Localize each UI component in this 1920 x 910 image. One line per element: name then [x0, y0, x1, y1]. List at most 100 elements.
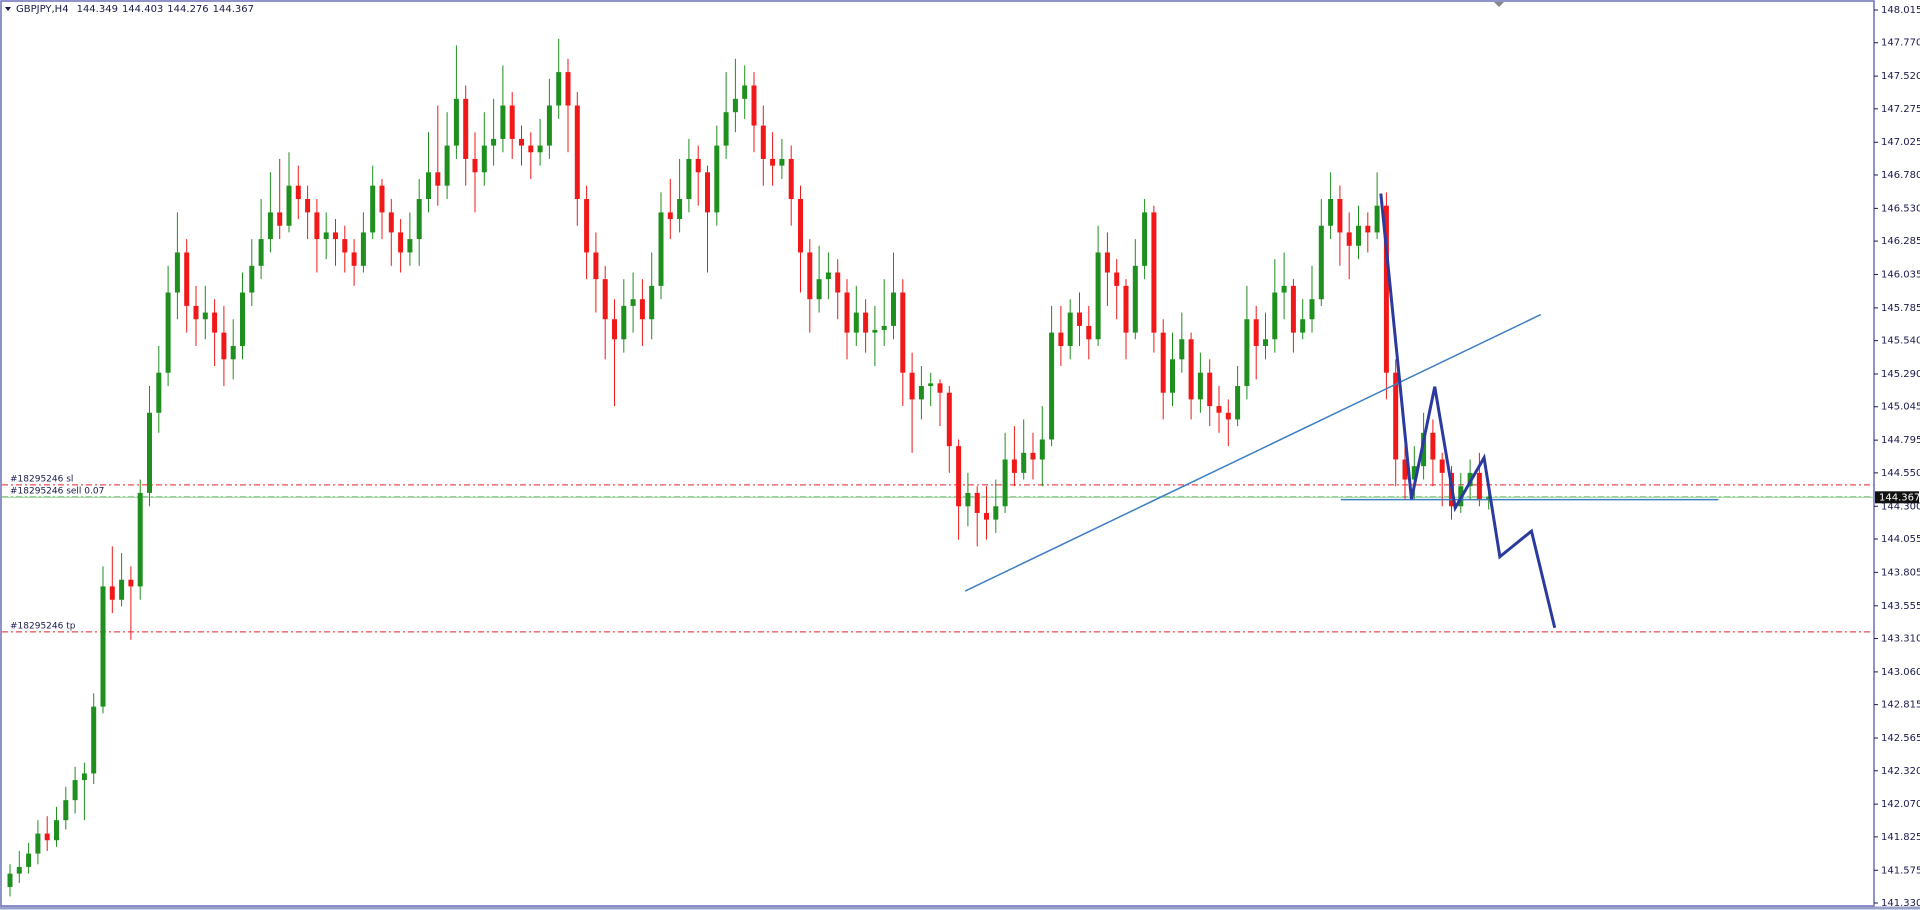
candle-body — [528, 145, 534, 153]
y-tick-label: 144.795 — [1881, 435, 1920, 446]
trend-line — [964, 313, 1542, 592]
candle-body — [165, 292, 171, 373]
y-tick-label: 144.055 — [1881, 534, 1920, 545]
candle-body — [732, 98, 738, 113]
candle-body — [918, 386, 924, 400]
candle-body — [1486, 497, 1492, 500]
candle-body — [723, 112, 729, 146]
plot-frame — [0, 0, 1875, 907]
y-tick-label: 148.015 — [1881, 5, 1920, 16]
candle-body — [574, 105, 580, 200]
candle-body — [54, 820, 59, 841]
y-tick-label: 143.060 — [1881, 667, 1920, 678]
y-tick-label: 146.530 — [1881, 203, 1920, 214]
candle-body — [1300, 319, 1306, 333]
header-value: 144.276 — [167, 4, 208, 15]
candle-body — [807, 252, 813, 300]
candle-body — [1328, 199, 1334, 226]
candle-body — [742, 85, 748, 99]
candle-body — [863, 312, 869, 333]
candle-body — [1393, 372, 1399, 460]
candle-body — [286, 185, 292, 226]
candle-body — [1170, 359, 1175, 393]
y-tick-label: 146.285 — [1881, 236, 1920, 247]
price-label-box — [1875, 491, 1919, 504]
candle-body — [351, 252, 357, 266]
candle-body — [639, 299, 645, 320]
candle-body — [853, 312, 859, 333]
candle-body — [81, 773, 87, 781]
menu-arrow — [5, 7, 11, 11]
candle-body — [1049, 332, 1055, 440]
candle-body — [546, 105, 552, 146]
candle-body — [965, 492, 971, 507]
candle-body — [1439, 459, 1445, 473]
candle-body — [1281, 285, 1287, 293]
candle-body — [1235, 386, 1241, 420]
candle-body — [602, 279, 608, 320]
candle-body — [1002, 459, 1008, 507]
candle-body — [872, 329, 878, 333]
candle-body — [900, 292, 906, 373]
candle-body — [500, 105, 506, 139]
candle-body — [453, 98, 459, 146]
header-value: 144.403 — [122, 4, 163, 15]
candle-body — [1030, 452, 1036, 460]
candle-body — [1188, 339, 1194, 400]
candle-body — [16, 866, 22, 874]
candle-body — [481, 145, 487, 173]
candle-body — [1337, 199, 1343, 233]
candle-body — [72, 780, 78, 801]
candle-body — [1095, 252, 1101, 340]
candle-body — [537, 145, 543, 153]
candle-body — [1132, 265, 1138, 333]
candle-body — [109, 586, 115, 600]
candle-body — [1104, 252, 1110, 273]
y-tick-label: 145.290 — [1881, 369, 1920, 380]
y-tick-label: 144.550 — [1881, 468, 1920, 479]
y-tick-label: 147.025 — [1881, 137, 1920, 148]
header-value: 144.349 — [77, 4, 118, 15]
candle-body — [1197, 372, 1203, 400]
candle-body — [993, 506, 999, 520]
candle-body — [658, 212, 664, 286]
shift-marker — [1494, 2, 1504, 7]
candle-body — [1411, 466, 1417, 480]
y-tick-label: 142.815 — [1881, 700, 1920, 711]
y-tick-label: 142.565 — [1881, 733, 1920, 744]
candle-body — [928, 383, 934, 387]
candle-body — [435, 172, 441, 186]
candle-body — [267, 212, 273, 240]
candle-body — [119, 579, 125, 600]
candle-body — [407, 239, 413, 253]
candle-body — [956, 446, 962, 507]
candle-body — [1160, 332, 1166, 393]
candle-body — [240, 292, 245, 346]
candle-body — [937, 383, 943, 393]
candle-body — [305, 199, 311, 213]
y-tick-label: 142.320 — [1881, 766, 1920, 777]
candle-body — [519, 138, 524, 146]
candle-body — [1179, 339, 1185, 360]
candle-body — [825, 272, 831, 280]
projection-zigzag — [1379, 193, 1557, 629]
y-tick-label: 142.070 — [1881, 799, 1920, 810]
candle-body — [695, 158, 701, 173]
candle-body — [258, 239, 264, 266]
candle-body — [463, 98, 469, 159]
candle-body — [147, 412, 152, 493]
candle-body — [416, 199, 422, 240]
y-tick-label: 143.555 — [1881, 601, 1920, 612]
candle-body — [63, 800, 69, 821]
order-label: #18295246 tp — [10, 621, 76, 631]
y-tick-label: 143.310 — [1881, 634, 1920, 645]
y-tick-label: 145.045 — [1881, 402, 1920, 413]
candle-body — [1039, 439, 1045, 460]
candle-body — [1272, 292, 1278, 340]
candle-body — [193, 305, 199, 320]
candle-body — [342, 239, 348, 253]
candle-body — [100, 586, 106, 707]
candle-body — [974, 492, 980, 513]
